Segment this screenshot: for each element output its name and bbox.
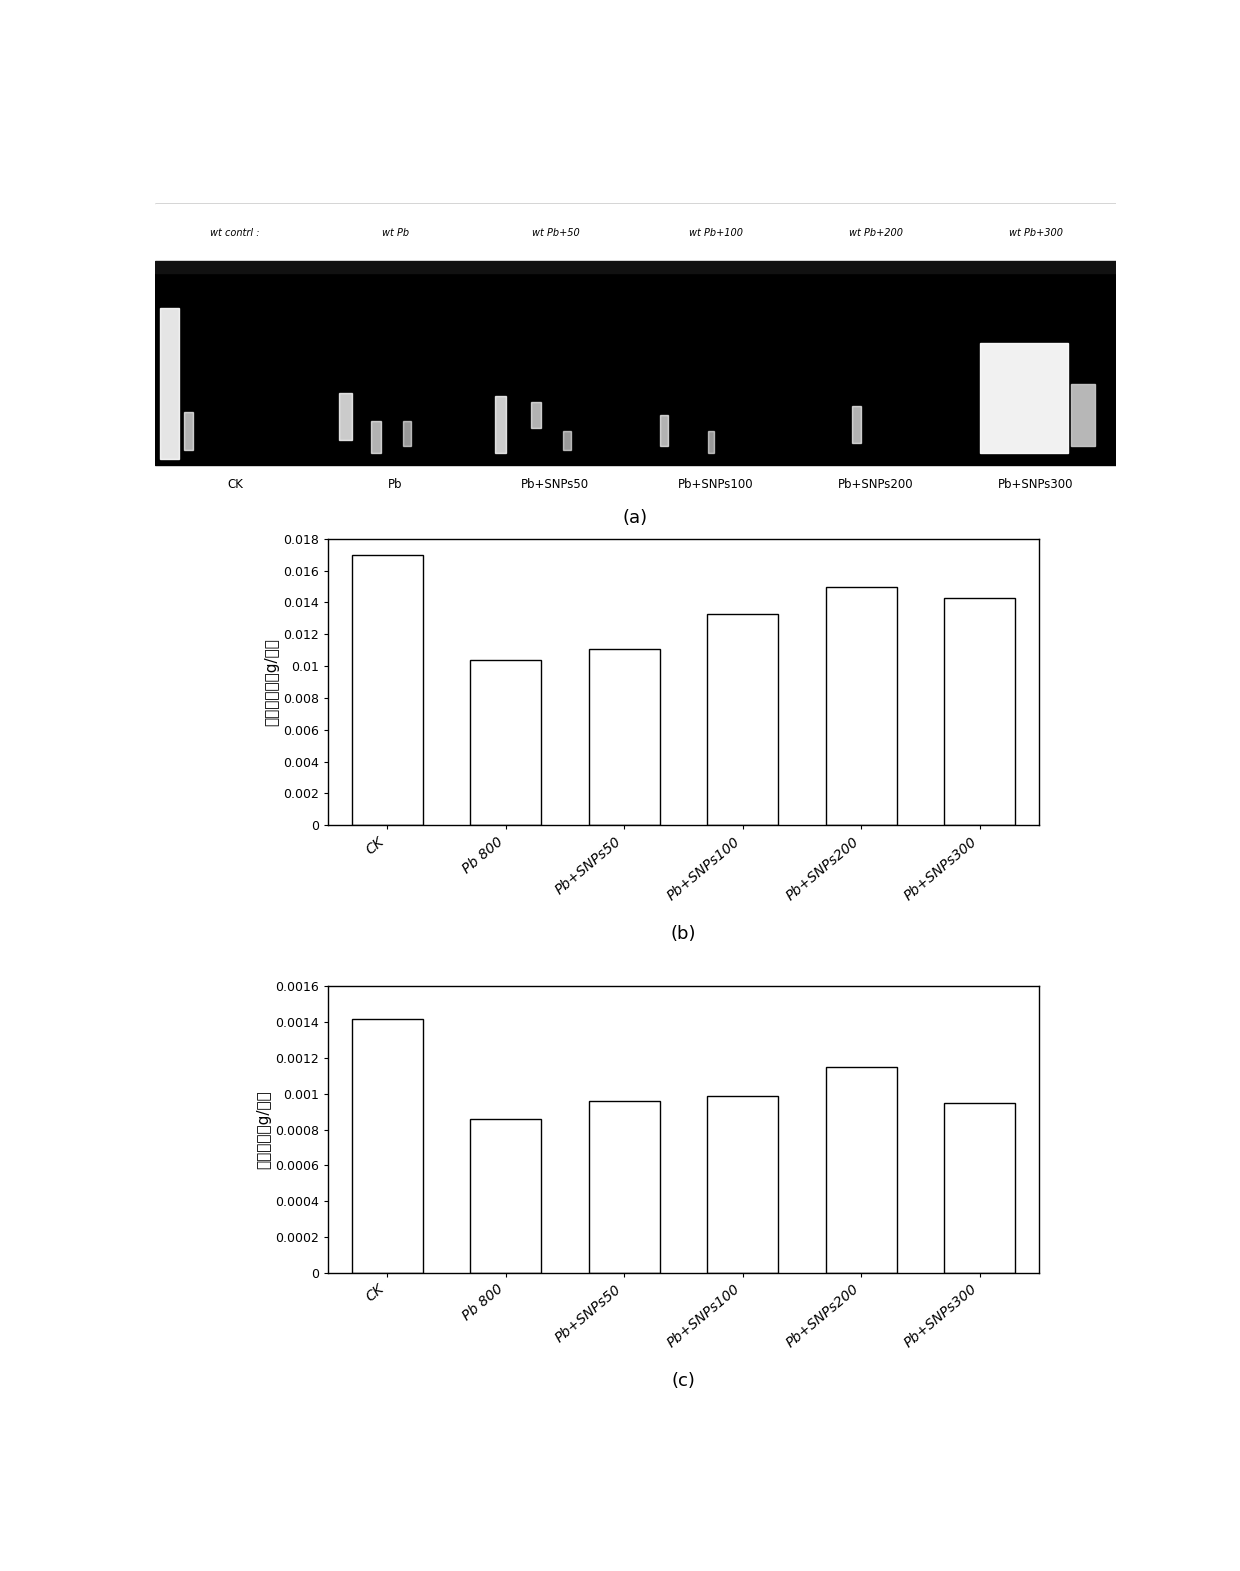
Text: wt Pb+300: wt Pb+300 xyxy=(1009,228,1063,237)
Text: Pb+SNPs300: Pb+SNPs300 xyxy=(998,478,1074,490)
Text: Pb+SNPs200: Pb+SNPs200 xyxy=(838,478,914,490)
Bar xyxy=(352,1018,423,1273)
Text: (b): (b) xyxy=(671,925,697,943)
Bar xyxy=(470,660,542,825)
Bar xyxy=(532,402,541,427)
Text: wt contrl :: wt contrl : xyxy=(211,228,260,237)
Bar xyxy=(852,405,862,443)
Bar xyxy=(340,393,352,440)
Bar xyxy=(495,396,506,452)
Text: (c): (c) xyxy=(672,1373,696,1390)
Bar xyxy=(1071,383,1095,446)
Bar xyxy=(155,204,1116,465)
Y-axis label: 地上部干重（g/株）: 地上部干重（g/株） xyxy=(264,638,279,726)
Bar xyxy=(352,555,423,825)
Bar xyxy=(660,415,667,446)
Bar xyxy=(403,421,412,446)
Bar xyxy=(708,430,714,452)
Text: Pb+SNPs50: Pb+SNPs50 xyxy=(521,478,589,490)
Bar xyxy=(589,1101,660,1273)
Text: CK: CK xyxy=(227,478,243,490)
Text: (a): (a) xyxy=(622,509,649,528)
Bar xyxy=(160,308,179,459)
Text: wt Pb: wt Pb xyxy=(382,228,409,237)
Text: wt Pb+200: wt Pb+200 xyxy=(848,228,903,237)
Bar xyxy=(945,1103,1016,1273)
Bar xyxy=(589,649,660,825)
Bar xyxy=(707,614,779,825)
Bar xyxy=(470,1119,542,1273)
Bar xyxy=(707,1095,779,1273)
Bar xyxy=(945,597,1016,825)
Bar xyxy=(371,421,381,452)
Text: wt Pb+100: wt Pb+100 xyxy=(688,228,743,237)
Text: Pb: Pb xyxy=(388,478,403,490)
Bar xyxy=(826,1067,897,1273)
Bar xyxy=(980,342,1068,452)
Text: wt Pb+50: wt Pb+50 xyxy=(532,228,579,237)
Bar xyxy=(563,430,572,449)
Bar xyxy=(826,586,897,825)
Text: Pb+SNPs100: Pb+SNPs100 xyxy=(678,478,754,490)
Bar xyxy=(155,204,1116,261)
Y-axis label: 根系干重（g/株）: 根系干重（g/株） xyxy=(255,1090,270,1169)
Bar xyxy=(155,261,1116,273)
Bar xyxy=(184,412,193,449)
